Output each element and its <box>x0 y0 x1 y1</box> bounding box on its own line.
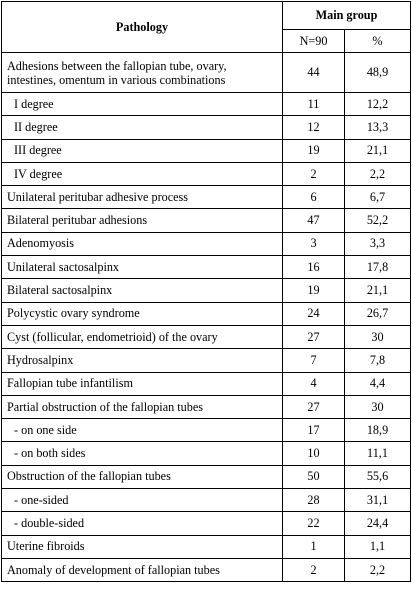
row-n: 7 <box>282 348 345 373</box>
table-row: II degree 12 13,3 <box>1 115 411 140</box>
table-row: Bilateral peritubar adhesions 47 52,2 <box>1 208 411 233</box>
row-n: 1 <box>282 534 345 559</box>
row-pct: 7,8 <box>344 348 411 373</box>
table-row: Fallopian tube infantilism 4 4,4 <box>1 371 411 396</box>
table-row: Bilateral sactosalpinx 19 21,1 <box>1 278 411 303</box>
table-row: I degree 11 12,2 <box>1 91 411 117</box>
row-pct: 21,1 <box>344 138 411 163</box>
row-pct: 18,9 <box>344 418 411 443</box>
row-label: Hydrosalpinx <box>1 348 283 373</box>
table-row: Cyst (follicular, endometrioid) of the o… <box>1 324 411 350</box>
table-row: Polycystic ovary syndrome 24 26,7 <box>1 301 411 326</box>
row-n: 27 <box>282 324 345 350</box>
row-pct: 55,6 <box>344 464 411 490</box>
row-pct: 3,3 <box>344 231 411 257</box>
table-row: - on one side 17 18,9 <box>1 418 411 443</box>
row-n: 3 <box>282 231 345 257</box>
row-n: 19 <box>282 138 345 163</box>
table-row: Obstruction of the fallopian tubes 50 55… <box>1 464 411 490</box>
row-label: Polycystic ovary syndrome <box>1 301 283 326</box>
row-label: Unilateral sactosalpinx <box>1 255 283 280</box>
row-pct: 13,3 <box>344 115 411 140</box>
row-pct: 31,1 <box>344 488 411 513</box>
row-n: 17 <box>282 418 345 443</box>
pct-header: % <box>344 29 411 53</box>
row-pct: 30 <box>344 394 411 420</box>
table-row: - one-sided 28 31,1 <box>1 488 411 513</box>
row-n: 4 <box>282 371 345 396</box>
row-label: Uterine fibroids <box>1 534 283 559</box>
table-row: - on both sides 10 11,1 <box>1 441 411 466</box>
row-pct: 26,7 <box>344 301 411 326</box>
row-n: 50 <box>282 464 345 490</box>
row-n: 24 <box>282 301 345 326</box>
table-row: III degree 19 21,1 <box>1 138 411 163</box>
row-n: 19 <box>282 278 345 303</box>
row-label: Cyst (follicular, endometrioid) of the o… <box>1 324 283 350</box>
table-row: Partial obstruction of the fallopian tub… <box>1 394 411 420</box>
row-n: 6 <box>282 185 345 210</box>
table-row: Adenomyosis 3 3,3 <box>1 231 411 257</box>
table-row: Hydrosalpinx 7 7,8 <box>1 348 411 373</box>
row-label: Anomaly of development of fallopian tube… <box>1 557 283 583</box>
row-label: Bilateral sactosalpinx <box>1 278 283 303</box>
row-pct: 6,7 <box>344 185 411 210</box>
subheader-row: N=90 % <box>2 29 411 53</box>
row-pct: 2,2 <box>344 557 411 583</box>
row-label: - double-sided <box>1 511 283 536</box>
header-row: Pathology Main group <box>1 1 411 53</box>
row-label: - on one side <box>1 418 283 443</box>
row-pct: 11,1 <box>344 441 411 466</box>
row-label: Unilateral peritubar adhesive process <box>1 185 283 210</box>
row-n: 12 <box>282 115 345 140</box>
row-n: 16 <box>282 255 345 280</box>
row-pct: 21,1 <box>344 278 411 303</box>
row-pct: 52,2 <box>344 208 411 233</box>
table-row: Anomaly of development of fallopian tube… <box>1 557 411 583</box>
table-row: - double-sided 22 24,4 <box>1 511 411 536</box>
row-pct: 1,1 <box>344 534 411 559</box>
row-n: 28 <box>282 488 345 513</box>
row-label: Adhesions between the fallopian tube, ov… <box>1 52 283 93</box>
row-label: - on both sides <box>1 441 283 466</box>
row-pct: 48,9 <box>344 52 411 93</box>
main-group-header: Main group <box>282 1 411 30</box>
table-row: Uterine fibroids 1 1,1 <box>1 534 411 559</box>
row-n: 44 <box>282 52 345 93</box>
row-label: Partial obstruction of the fallopian tub… <box>1 394 283 420</box>
table-row: IV degree 2 2,2 <box>1 161 411 187</box>
row-label: Bilateral peritubar adhesions <box>1 208 283 233</box>
row-pct: 4,4 <box>344 371 411 396</box>
table-row: Adhesions between the fallopian tube, ov… <box>1 52 411 93</box>
row-pct: 17,8 <box>344 255 411 280</box>
table-row: Unilateral peritubar adhesive process 6 … <box>1 185 411 210</box>
n-header: N=90 <box>282 29 345 53</box>
row-label: Obstruction of the fallopian tubes <box>1 464 283 490</box>
row-n: 47 <box>282 208 345 233</box>
row-label: II degree <box>1 115 283 140</box>
row-label: IV degree <box>1 161 283 187</box>
table-row: Unilateral sactosalpinx 16 17,8 <box>1 255 411 280</box>
row-label: III degree <box>1 138 283 163</box>
row-pct: 12,2 <box>344 91 411 117</box>
row-n: 10 <box>282 441 345 466</box>
row-label: I degree <box>1 91 283 117</box>
row-label: - one-sided <box>1 488 283 513</box>
row-n: 2 <box>282 161 345 187</box>
row-n: 27 <box>282 394 345 420</box>
row-label: Fallopian tube infantilism <box>1 371 283 396</box>
pathology-header: Pathology <box>1 1 283 53</box>
row-n: 22 <box>282 511 345 536</box>
row-pct: 30 <box>344 324 411 350</box>
row-pct: 24,4 <box>344 511 411 536</box>
row-label: Adenomyosis <box>1 231 283 257</box>
row-n: 11 <box>282 91 345 117</box>
row-pct: 2,2 <box>344 161 411 187</box>
row-n: 2 <box>282 557 345 583</box>
